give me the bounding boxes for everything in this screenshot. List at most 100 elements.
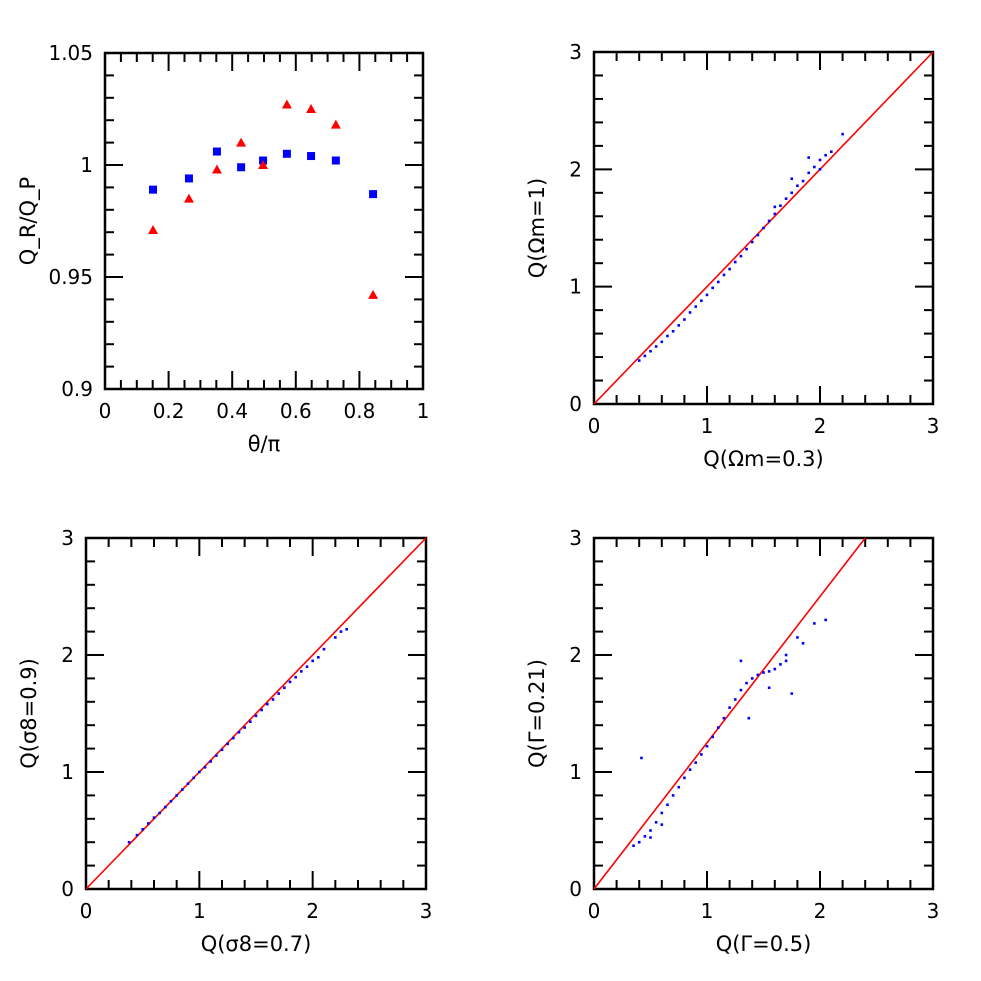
data-point bbox=[254, 714, 258, 718]
y-tick-label: 0 bbox=[61, 877, 74, 901]
y-tick-label: 3 bbox=[569, 526, 582, 550]
data-point bbox=[311, 659, 314, 663]
y-tick-label: 1 bbox=[569, 760, 582, 784]
y-tick-label: 1 bbox=[569, 275, 582, 299]
data-point bbox=[215, 754, 218, 757]
data-point bbox=[773, 667, 777, 671]
panel-3: 0 1 2 3 0 1 2 3 Q(σ8=0.7) Q(σ8=0.9) bbox=[17, 526, 432, 956]
data-point bbox=[767, 219, 771, 223]
data-point bbox=[762, 226, 765, 230]
data-point bbox=[722, 716, 726, 720]
data-point bbox=[790, 191, 794, 195]
square-marker bbox=[369, 190, 378, 199]
x-tick-label: 3 bbox=[927, 414, 940, 438]
x-tick-label: 0.6 bbox=[280, 399, 312, 423]
data-point bbox=[745, 681, 748, 685]
data-point bbox=[784, 197, 788, 200]
data-point bbox=[739, 659, 743, 663]
data-point bbox=[824, 618, 827, 622]
data-point bbox=[733, 698, 737, 701]
y-tick-label: 0.95 bbox=[48, 265, 93, 289]
plot-frame bbox=[84, 536, 428, 891]
triangle-marker bbox=[368, 289, 379, 299]
plot-frame bbox=[592, 536, 935, 891]
data-point bbox=[694, 305, 697, 308]
triangle-marker bbox=[211, 164, 222, 174]
data-point bbox=[186, 782, 190, 785]
data-point bbox=[728, 267, 731, 271]
y-axis-label: Q(Ωm=1) bbox=[525, 178, 549, 278]
data-point bbox=[739, 688, 743, 692]
data-point bbox=[700, 753, 703, 756]
data-point bbox=[181, 788, 184, 791]
panel-2: 0 1 2 3 0 1 2 3 Q(Ωm=0.3) Q(Ωm=1) bbox=[525, 40, 939, 471]
data-point bbox=[728, 706, 731, 709]
x-tick-label: 1 bbox=[701, 414, 714, 438]
square-marker bbox=[282, 149, 291, 158]
y-tick-label: 3 bbox=[61, 526, 74, 550]
data-point bbox=[637, 840, 641, 844]
y-axis-label: Q(Γ=0.21) bbox=[525, 659, 549, 768]
data-point bbox=[260, 708, 263, 712]
data-point bbox=[232, 736, 235, 740]
x-tick-label: 1 bbox=[417, 399, 430, 423]
data-point bbox=[237, 730, 241, 734]
data-point bbox=[790, 177, 794, 181]
y-tick-label: 2 bbox=[569, 643, 582, 667]
data-point bbox=[649, 836, 652, 839]
y-tick-label: 3 bbox=[569, 40, 582, 64]
data-point bbox=[773, 205, 777, 209]
data-point bbox=[756, 233, 760, 237]
square-marker bbox=[212, 147, 221, 156]
data-point bbox=[750, 677, 754, 680]
y-tick-label: 0 bbox=[569, 877, 582, 901]
data-point bbox=[756, 673, 760, 677]
data-point bbox=[711, 286, 714, 290]
data-point bbox=[339, 630, 343, 633]
data-point bbox=[643, 835, 647, 838]
triangle-marker bbox=[236, 137, 247, 147]
data-point bbox=[705, 293, 709, 297]
data-point bbox=[813, 622, 816, 625]
y-axis-label: Q(σ8=0.9) bbox=[17, 658, 41, 769]
data-point bbox=[688, 768, 692, 771]
data-point bbox=[158, 811, 161, 815]
triangle-marker bbox=[306, 104, 317, 113]
data-point bbox=[294, 675, 297, 679]
y-tick-label: 2 bbox=[61, 643, 74, 667]
data-point bbox=[147, 822, 150, 825]
data-point bbox=[807, 156, 810, 159]
plot-frame bbox=[592, 50, 935, 406]
data-point bbox=[790, 692, 794, 695]
square-marker bbox=[149, 185, 158, 194]
data-point bbox=[283, 686, 286, 690]
data-point bbox=[271, 698, 275, 701]
data-point bbox=[750, 240, 754, 244]
data-point bbox=[640, 756, 643, 760]
series-square bbox=[149, 147, 378, 199]
data-point bbox=[779, 204, 782, 208]
triangle-marker bbox=[330, 119, 341, 129]
x-tick-label: 0.2 bbox=[153, 399, 185, 423]
data-point bbox=[141, 828, 144, 831]
data-point bbox=[300, 670, 303, 673]
data-point bbox=[841, 132, 844, 136]
data-point bbox=[677, 324, 681, 327]
reference-line bbox=[593, 537, 866, 890]
y-axis-label: Q_R/Q_P bbox=[16, 177, 41, 265]
x-tick-label: 0.8 bbox=[343, 399, 375, 423]
data-point bbox=[127, 840, 131, 844]
data-point bbox=[722, 273, 726, 277]
x-tick-label: 2 bbox=[306, 899, 319, 923]
x-tick-label: 0 bbox=[588, 899, 601, 923]
data-point bbox=[747, 716, 751, 720]
data-point bbox=[830, 150, 833, 154]
data-point bbox=[192, 776, 195, 780]
x-tick-label: 0 bbox=[80, 899, 93, 923]
data-point bbox=[345, 627, 348, 631]
x-tick-label: 1 bbox=[701, 899, 714, 923]
data-point bbox=[152, 816, 156, 819]
data-point bbox=[779, 663, 782, 666]
square-marker bbox=[184, 174, 193, 183]
data-point bbox=[813, 165, 816, 169]
